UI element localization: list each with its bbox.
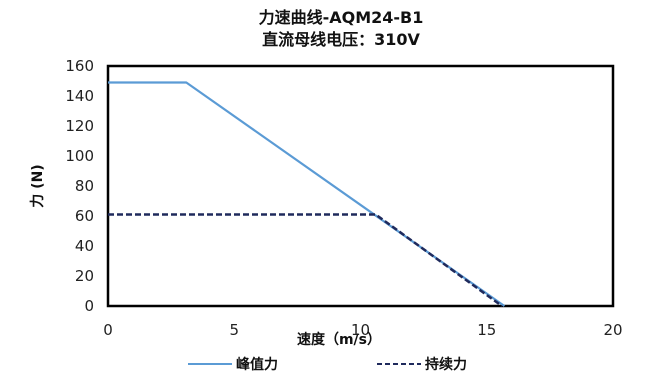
series-line-peak-force <box>108 81 506 307</box>
x-axis-ticks: 0 5 10 15 20 <box>103 321 622 339</box>
x-axis-label: 速度（m/s） <box>297 331 381 348</box>
chart-title: 力速曲线-AQM24-B1 <box>259 8 424 27</box>
y-tick-label: 60 <box>75 207 94 225</box>
y-tick-label: 160 <box>65 57 94 75</box>
x-tick-label: 20 <box>603 321 622 339</box>
legend-label-peak: 峰值力 <box>236 356 278 373</box>
x-tick-label: 15 <box>477 321 496 339</box>
y-axis-label: 力 (N) <box>29 164 46 207</box>
series-line-continuous-force <box>108 213 503 308</box>
y-axis-ticks: 0 20 40 60 80 100 120 140 160 <box>65 57 94 315</box>
legend: 峰值力 持续力 <box>188 356 467 373</box>
x-tick-label: 0 <box>103 321 113 339</box>
series-lines <box>108 81 506 308</box>
x-tick-label: 5 <box>229 321 239 339</box>
y-tick-label: 80 <box>75 177 94 195</box>
legend-label-continuous: 持续力 <box>425 356 467 373</box>
y-tick-label: 40 <box>75 237 94 255</box>
chart-subtitle: 直流母线电压：310V <box>262 30 420 49</box>
y-tick-label: 100 <box>65 147 94 165</box>
x-tick-label: 10 <box>351 321 370 339</box>
y-tick-label: 140 <box>65 87 94 105</box>
plot-area <box>106 64 615 308</box>
y-tick-label: 0 <box>84 297 94 315</box>
y-tick-label: 120 <box>65 117 94 135</box>
y-tick-label: 20 <box>75 267 94 285</box>
